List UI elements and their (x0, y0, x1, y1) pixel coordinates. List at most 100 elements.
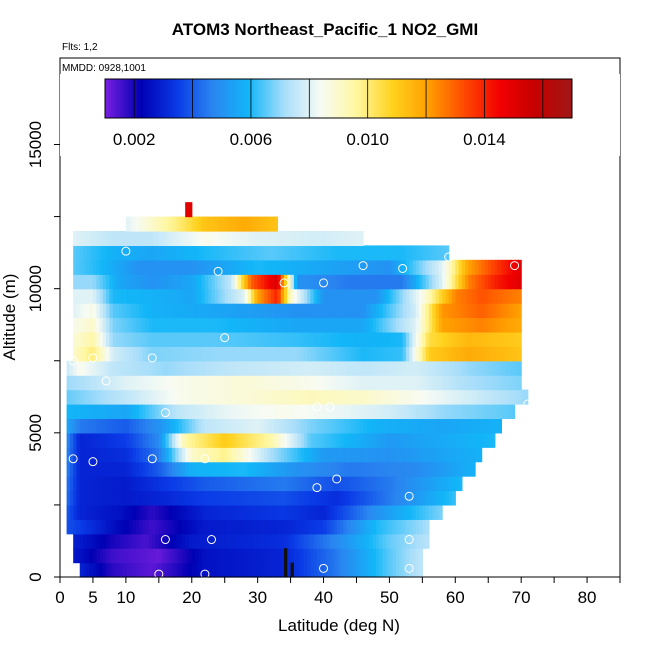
heatmap-cell (379, 375, 384, 391)
heatmap-cell (372, 259, 377, 275)
heatmap-cell (372, 303, 377, 319)
heatmap-cell (181, 404, 186, 420)
heatmap-cell (274, 375, 279, 391)
heatmap-cell (356, 346, 361, 362)
heatmap-cell (310, 274, 315, 290)
heatmap-cell (274, 562, 279, 578)
heatmap-cell (267, 490, 272, 506)
heatmap-cell (234, 432, 239, 448)
heatmap-cell (244, 303, 249, 319)
heatmap-cell (303, 519, 308, 535)
heatmap-cell (356, 231, 361, 247)
heatmap-cell (168, 375, 173, 391)
heatmap-cell (251, 476, 255, 492)
heatmap-cell (274, 418, 279, 434)
heatmap-cell (145, 331, 150, 347)
heatmap-cell (96, 274, 101, 290)
heatmap-cell (168, 389, 173, 405)
heatmap-cell (135, 447, 140, 463)
heatmap-cell (145, 288, 150, 304)
heatmap-cell (330, 447, 335, 463)
heatmap-cell (310, 562, 315, 578)
heatmap-cell (237, 404, 242, 420)
heatmap-cell (270, 562, 275, 578)
heatmap-cell (409, 461, 414, 477)
heatmap-cell (83, 303, 87, 319)
heatmap-cell (132, 303, 137, 319)
heatmap-cell (346, 504, 351, 520)
heatmap-cell (178, 259, 183, 275)
heatmap-cell (145, 245, 150, 261)
heatmap-cell (330, 519, 335, 535)
heatmap-cell (175, 216, 180, 232)
heatmap-cell (260, 259, 265, 275)
heatmap-cell (201, 418, 206, 434)
heatmap-cell (125, 519, 130, 535)
heatmap-cell (191, 389, 196, 405)
heatmap-cell (165, 216, 170, 232)
heatmap-cell (260, 375, 265, 391)
heatmap-cell (465, 461, 470, 477)
heatmap-cell (198, 461, 203, 477)
heatmap-cell (125, 331, 130, 347)
heatmap-cell (461, 418, 466, 434)
heatmap-cell (326, 231, 331, 247)
heatmap-cell (178, 404, 183, 420)
heatmap-cell (188, 476, 193, 492)
colorbar-segment (353, 79, 357, 118)
heatmap-cell (165, 375, 170, 391)
heatmap-cell (425, 274, 430, 290)
heatmap-cell (445, 389, 450, 405)
heatmap-cell (290, 346, 295, 362)
heatmap-cell (508, 360, 512, 376)
heatmap-cell (208, 548, 213, 564)
heatmap-cell (112, 562, 117, 578)
heatmap-cell (313, 317, 318, 333)
heatmap-cell (208, 533, 213, 549)
heatmap-cell (340, 461, 344, 477)
heatmap-cell (442, 375, 447, 391)
heatmap-cell (96, 447, 101, 463)
heatmap-cell (139, 259, 143, 275)
heatmap-cell (69, 461, 74, 477)
heatmap-cell (69, 389, 74, 405)
heatmap-cell (475, 447, 479, 463)
x-tick-label: 70 (512, 588, 531, 607)
heatmap-cell (201, 548, 206, 564)
heatmap-cell (340, 303, 344, 319)
heatmap-cell (201, 259, 206, 275)
heatmap-cell (122, 360, 127, 376)
heatmap-cell (452, 389, 456, 405)
heatmap-cell (204, 389, 209, 405)
heatmap-cell (119, 245, 124, 261)
heatmap-cell (363, 548, 367, 564)
heatmap-cell (198, 375, 203, 391)
heatmap-cell (214, 562, 219, 578)
heatmap-cell (267, 245, 272, 261)
heatmap-cell (89, 231, 94, 247)
heatmap-cell (195, 303, 199, 319)
heatmap-cell (356, 519, 361, 535)
colorbar-segment (151, 79, 156, 118)
heatmap-cell (461, 331, 466, 347)
heatmap-cell (185, 360, 190, 376)
heatmap-cell (349, 519, 354, 535)
heatmap-cell (488, 288, 493, 304)
heatmap-cell (435, 346, 440, 362)
heatmap-cell (102, 274, 107, 290)
heatmap-cell (162, 389, 167, 405)
heatmap-cell (188, 504, 193, 520)
heatmap-cell (323, 231, 328, 247)
heatmap-cell (86, 288, 91, 304)
heatmap-cell (293, 461, 298, 477)
heatmap-cell (106, 404, 111, 420)
heatmap-cell (435, 303, 440, 319)
heatmap-cell (195, 404, 199, 420)
heatmap-cell (326, 504, 331, 520)
heatmap-cell (330, 303, 335, 319)
heatmap-cell (442, 317, 447, 333)
heatmap-cell (181, 231, 186, 247)
heatmap-cell (359, 432, 364, 448)
heatmap-cell (346, 303, 351, 319)
heatmap-cell (244, 447, 249, 463)
